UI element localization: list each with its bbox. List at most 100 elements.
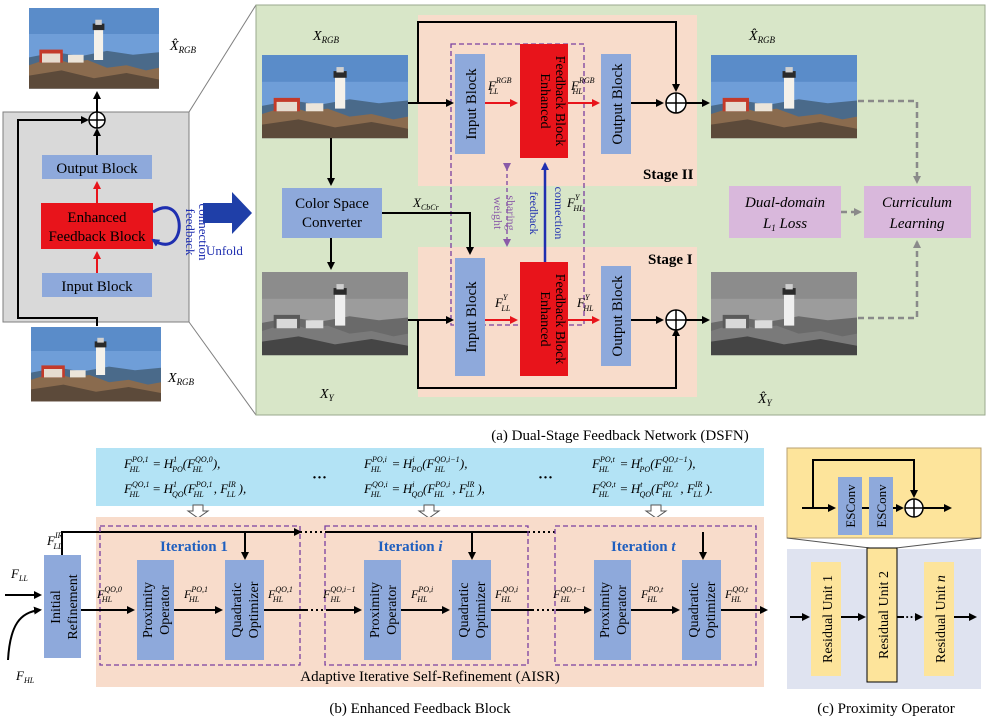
- stage1-efb-line2: Feedback Block: [552, 274, 567, 365]
- esconv-1[interactable]: [838, 477, 862, 535]
- dsfn-output-photo: [711, 55, 857, 139]
- quadratic-optimizer-i[interactable]: [452, 560, 491, 660]
- input-photo: [31, 327, 161, 402]
- f-ll-y: FY LL: [494, 293, 511, 313]
- iteration-i-label: Iteration i: [378, 539, 443, 555]
- quad-i-line2: Optimizer: [474, 581, 489, 638]
- dsfn-diagram: XRGB Input Block FRGB LL Enhanced Feedbac…: [255, 4, 986, 444]
- compact-efb-line1: Enhanced: [67, 210, 127, 226]
- res2-label: Residual Unit 2: [877, 571, 892, 659]
- prox-1-line1: Proximity: [141, 582, 156, 638]
- equations-iter-t: FPO,t HL = Ht PO(FQO,t−1 HL), FQO,t HL = Ht Q…: [591, 455, 713, 499]
- quad-1-line2: Optimizer: [247, 581, 262, 638]
- lab-po1: FPO,1 HL: [183, 585, 208, 604]
- stage1-label: Stage I: [648, 252, 693, 268]
- initial-refinement[interactable]: [44, 555, 81, 658]
- lab-pot: FPO,t HL: [640, 585, 664, 604]
- equations-iter-1: FPO,1 HL = H1 PO(FQO,0 HL), FQO,1 HL = H1 QO(…: [123, 455, 246, 499]
- lab-poi: FPO,i HL: [410, 585, 433, 604]
- unfold-label: Unfold: [206, 243, 243, 258]
- feedback-loop: [151, 206, 181, 247]
- residual-unit-2[interactable]: [866, 547, 898, 683]
- caption-dsfn: (a) Dual-Stage Feedback Network (DSFN): [491, 428, 748, 444]
- dsfn-feedback-line2: connection: [552, 187, 566, 240]
- weight-line2: sharing: [504, 195, 518, 230]
- xhat-rgb-label: X̂RGB: [748, 28, 776, 45]
- prox-t-line2: Operator: [615, 585, 630, 635]
- esconv-1-label: ESConv: [843, 484, 858, 528]
- compact-output-block-label: Output Block: [56, 161, 138, 177]
- quadratic-optimizer-t[interactable]: [682, 560, 721, 660]
- eq-ellipsis-2: ···: [538, 470, 553, 486]
- equation-band: [96, 448, 764, 506]
- esconv-2[interactable]: [869, 477, 893, 535]
- loss-line1: Dual-domain: [744, 195, 825, 211]
- prox-1-line2: Operator: [158, 585, 173, 635]
- eq-ellipsis-1: ···: [312, 470, 327, 486]
- stage1-output-block-label: Output Block: [610, 275, 626, 357]
- stage2-output-block-label: Output Block: [610, 63, 626, 145]
- dual-domain-loss[interactable]: [729, 186, 841, 238]
- stage2-input-block-label: Input Block: [464, 68, 480, 140]
- lab-qo0: FQO,0 HL: [96, 585, 122, 604]
- curriculum-line1: Curriculum: [882, 195, 952, 211]
- initial-line1: Initial: [49, 590, 64, 624]
- output-photo: [29, 8, 159, 89]
- stage2-efb-line1: Enhanced: [537, 73, 552, 128]
- compact-efb[interactable]: [41, 203, 153, 249]
- resn-label: Residual Unit n: [934, 575, 949, 663]
- stage2-efb[interactable]: [520, 44, 568, 158]
- unfold-arrow: [203, 192, 252, 234]
- f-hl-rgb: FRGB HL: [570, 76, 595, 96]
- stage2-output-block[interactable]: [601, 54, 631, 154]
- curriculum-learning[interactable]: [864, 186, 971, 238]
- dsfn-luma-photo: [262, 272, 408, 356]
- res1-label: Residual Unit 1: [821, 575, 836, 663]
- x-rgb-label: XRGB: [312, 29, 340, 45]
- iteration-1-box: [99, 525, 301, 666]
- quadratic-optimizer-1[interactable]: [225, 560, 264, 660]
- stage1-efb-line1: Enhanced: [537, 291, 552, 346]
- compact-efb-line2: Feedback Block: [48, 229, 146, 245]
- weight-sharing-box: [450, 43, 585, 326]
- color-space-converter[interactable]: [282, 188, 382, 238]
- quad-t-line1: Quadratic: [687, 582, 702, 637]
- esconv-2-label: ESConv: [874, 484, 889, 528]
- iteration-i-box: [324, 525, 529, 666]
- lab-qot: FQO,t HL: [724, 585, 749, 604]
- residual-unit-1[interactable]: [811, 562, 841, 676]
- compact-input-block[interactable]: [42, 273, 152, 297]
- stage1-output-block[interactable]: [601, 266, 631, 366]
- weight-line1: weight: [491, 197, 505, 230]
- compact-input-block-label: Input Block: [61, 279, 133, 295]
- lab-qoi-1: FQO,i−1 HL: [322, 585, 356, 604]
- proximity-operator-1[interactable]: [137, 560, 174, 660]
- iteration-1-label: Iteration 1: [160, 539, 228, 555]
- caption-proximity: (c) Proximity Operator: [817, 701, 954, 717]
- converter-line2: Converter: [302, 215, 362, 231]
- aisr-diagram: FPO,1 HL = H1 PO(FQO,0 HL), FQO,1 HL = H1 QO(…: [5, 448, 768, 717]
- compact-output-block[interactable]: [42, 155, 152, 179]
- f-ll-ir: FIR LL: [46, 531, 63, 551]
- lab-qo1: FQO,1 HL: [267, 585, 293, 604]
- left-input-label: XRGB: [167, 371, 195, 387]
- proximity-operator-i[interactable]: [364, 560, 401, 660]
- dsfn-feedback-line1: feedback: [527, 191, 541, 234]
- left-output-label: X̂RGB: [169, 38, 197, 55]
- quad-i-line1: Quadratic: [457, 582, 472, 637]
- f-ll-rgb: FRGB LL: [487, 76, 512, 96]
- residual-unit-n[interactable]: [924, 562, 954, 676]
- f-hl-y-mid: FY HL: [566, 193, 584, 213]
- proximity-operator-t[interactable]: [594, 560, 631, 660]
- caption-efb: (b) Enhanced Feedback Block: [329, 701, 511, 717]
- quad-t-line2: Optimizer: [704, 581, 719, 638]
- compact-network: X̂RGB Output Block Enhanced Feedback Blo…: [2, 4, 257, 416]
- x-y-label: XY: [319, 387, 335, 403]
- stage1-efb[interactable]: [520, 262, 568, 376]
- stage2-input-block[interactable]: [455, 54, 485, 154]
- eq-arrows: [186, 504, 668, 519]
- curriculum-line2: Learning: [888, 216, 945, 232]
- stage1-input-block[interactable]: [455, 258, 485, 376]
